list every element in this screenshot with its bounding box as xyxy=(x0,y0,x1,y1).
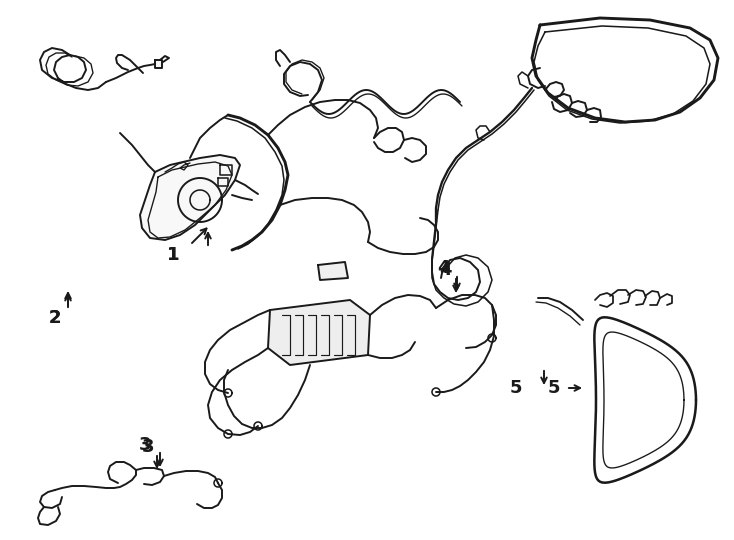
Polygon shape xyxy=(155,60,162,68)
Text: 2: 2 xyxy=(48,309,61,327)
Text: 5: 5 xyxy=(509,379,523,397)
Text: 3: 3 xyxy=(139,436,151,454)
Text: 4: 4 xyxy=(437,259,449,277)
Text: 1: 1 xyxy=(167,246,179,264)
Text: 4: 4 xyxy=(439,261,451,279)
Text: 3: 3 xyxy=(142,438,154,456)
Polygon shape xyxy=(318,262,348,280)
Polygon shape xyxy=(140,155,240,240)
Text: 5: 5 xyxy=(548,379,560,397)
Polygon shape xyxy=(268,300,370,365)
Text: 1: 1 xyxy=(167,246,179,264)
Text: 2: 2 xyxy=(48,309,61,327)
